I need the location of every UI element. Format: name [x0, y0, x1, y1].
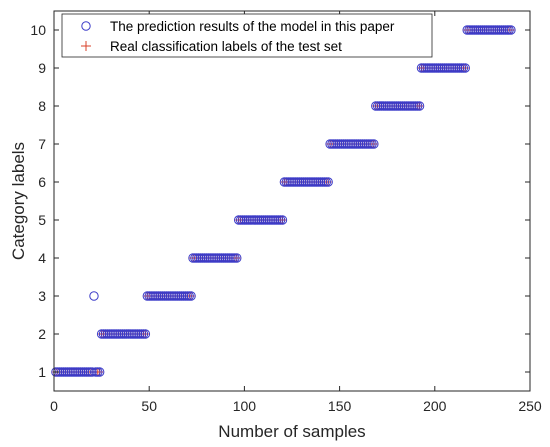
plot-frame [53, 10, 531, 392]
legend-prediction-marker [81, 21, 91, 31]
y-tick-label: 1 [38, 364, 46, 380]
prediction-point [277, 215, 288, 225]
y-tick-label: 10 [30, 22, 46, 38]
prediction-point [232, 253, 242, 263]
x-tick-label: 100 [233, 398, 257, 414]
plot-area [54, 11, 530, 391]
y-tick-label: 4 [38, 250, 46, 266]
prediction-point [460, 63, 470, 73]
y-tick-label: 8 [38, 98, 46, 114]
x-tick-label: 200 [423, 398, 447, 414]
x-tick-label: 0 [50, 398, 58, 414]
prediction-series [51, 25, 516, 377]
legend: The prediction results of the model in t… [61, 13, 433, 58]
prediction-point [414, 101, 425, 111]
x-axis-label: Number of samples [218, 422, 365, 441]
legend-box [61, 13, 433, 58]
y-tick-label: 6 [38, 174, 46, 190]
prediction-point [186, 291, 196, 301]
x-tick-label: 250 [518, 398, 542, 414]
x-axis-ticks: 0 50 100 150 200 250 [50, 11, 542, 414]
legend-prediction-label: The prediction results of the model in t… [110, 19, 395, 34]
y-tick-label: 7 [38, 136, 46, 152]
y-tick-label: 2 [38, 326, 46, 342]
y-tick-label: 9 [38, 60, 46, 76]
y-axis-ticks: 1 2 3 4 5 6 7 8 9 10 [30, 22, 530, 380]
y-tick-label: 3 [38, 288, 46, 304]
y-axis-label: Category labels [9, 142, 28, 260]
x-tick-label: 50 [141, 398, 157, 414]
prediction-point [506, 25, 516, 35]
legend-real-marker [81, 41, 91, 51]
x-tick-label: 150 [328, 398, 352, 414]
prediction-point [94, 367, 105, 377]
prediction-point [89, 291, 99, 301]
prediction-point [323, 177, 333, 187]
prediction-point [369, 139, 379, 149]
y-tick-label: 5 [38, 212, 46, 228]
prediction-point [140, 329, 151, 339]
legend-real-label: Real classification labels of the test s… [110, 39, 342, 54]
prediction-point [87, 367, 97, 377]
